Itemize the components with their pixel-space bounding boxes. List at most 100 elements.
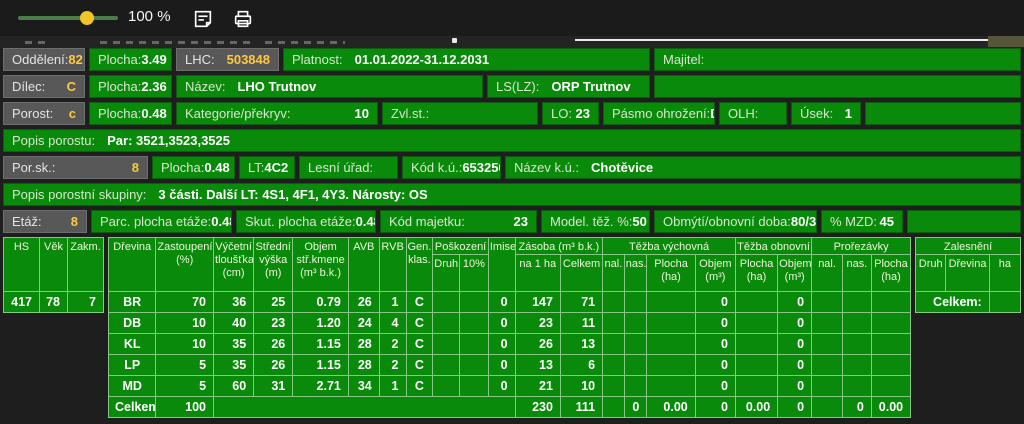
col-zal-ha: ha — [988, 254, 1022, 292]
field-oddeleni[interactable]: Oddělení: 82 — [3, 48, 85, 71]
form-row-6: Popis porostní skupiny: 3 části. Další L… — [3, 183, 1021, 206]
cell — [623, 291, 648, 313]
form-row-1: Oddělení: 82 Plocha: 3.49 LHC: 503848 Pl… — [3, 48, 1021, 71]
zoom-slider-thumb[interactable] — [80, 11, 94, 25]
cell: 0 — [623, 396, 648, 418]
field-porost[interactable]: Porost: c — [3, 102, 85, 125]
cell: 71 — [559, 291, 604, 313]
cell — [646, 291, 696, 313]
cell — [459, 354, 489, 376]
field-label: LT: — [248, 160, 265, 175]
field-label: Etáž: — [12, 214, 42, 229]
cell: 0 — [777, 291, 813, 313]
field-value: Par: 3521,3523,3525 — [107, 133, 230, 148]
cell: 23 — [253, 312, 294, 334]
col-na1ha: na 1 ha — [514, 254, 561, 292]
field-plocha-porsk: Plocha: 0.48 — [152, 156, 235, 179]
col-tloustka: Výčetní tloušťka (cm) — [213, 237, 255, 292]
toolbar: 100 % — [0, 0, 1024, 36]
field-value: 4C2 — [264, 160, 289, 175]
col-to-objem: Objem (m³) — [777, 254, 813, 292]
field-label: Plocha: — [98, 52, 142, 67]
field-value: 0.48 — [211, 214, 231, 229]
table-row[interactable]: LP 5 35 26 1.15 28 2 C 0 13 6 0 — [107, 354, 912, 376]
cell: 34 — [347, 375, 380, 397]
cell: 0 — [694, 396, 736, 418]
field-lhc[interactable]: LHC: 503848 — [176, 48, 279, 71]
table-row[interactable]: BR 70 36 25 0.79 26 1 C 0 147 71 0 — [107, 291, 912, 313]
group-zalesneni: Zalesnění — [915, 237, 1021, 255]
table-row[interactable]: KL 10 35 26 1.15 28 2 C 0 26 13 0 — [107, 333, 912, 355]
cell: 0 — [694, 291, 736, 313]
cell — [623, 312, 648, 334]
field-value: 8 — [131, 160, 139, 175]
cell: 0 — [842, 396, 872, 418]
cell: 0 — [694, 375, 736, 397]
clipped-text-fragment — [265, 41, 345, 44]
field-label: Obmýtí/obnovní doba: — [663, 214, 791, 229]
field-label: Skut. plocha etáže: — [245, 214, 356, 229]
cell: 0 — [777, 354, 813, 376]
field-plocha-dilec: Plocha: 2.36 — [89, 75, 172, 98]
field-majitel: Majitel: — [654, 48, 1021, 71]
cell: 111 — [559, 396, 604, 418]
map-preview-fragment — [988, 36, 1024, 47]
cell: C — [405, 312, 434, 334]
cell — [811, 312, 843, 334]
cell: C — [405, 354, 434, 376]
cell: 0 — [694, 354, 736, 376]
field-value: Chotěvice — [591, 160, 654, 175]
field-popis-skupiny: Popis porostní skupiny: 3 části. Další L… — [3, 183, 1021, 206]
field-label: Oddělení: — [12, 52, 69, 67]
cell — [842, 375, 872, 397]
cell — [734, 333, 779, 355]
cell: 147 — [514, 291, 561, 313]
cell-vek: 78 — [39, 291, 68, 313]
cell: 35 — [213, 333, 255, 355]
cell: 10 — [155, 333, 215, 355]
cell: 13 — [514, 354, 561, 376]
field-label: Plocha: — [98, 106, 142, 121]
cell — [870, 333, 912, 355]
cell — [602, 291, 625, 313]
cell — [459, 291, 489, 313]
cell: 2 — [378, 354, 407, 376]
table-row[interactable]: MD 5 60 31 2.71 34 1 C 0 21 10 0 — [107, 375, 912, 397]
cell: 1 — [378, 291, 407, 313]
cell: 28 — [347, 354, 380, 376]
col-zal-drevina: Dřevina — [945, 254, 990, 292]
zoom-slider[interactable] — [18, 11, 118, 25]
field-value: 2.36 — [141, 79, 167, 94]
clipped-line — [575, 39, 1015, 41]
print-button[interactable] — [226, 6, 260, 32]
field-label: Parc. plocha etáže: — [100, 214, 212, 229]
cell — [734, 291, 779, 313]
cell-total-label: Celkem: — [915, 291, 990, 313]
cell — [432, 354, 461, 376]
notes-button[interactable] — [186, 6, 220, 32]
field-label: Plocha: — [161, 160, 205, 175]
table-row[interactable]: 417 78 7 — [3, 291, 104, 313]
field-value: 8 — [70, 214, 78, 229]
field-porsk[interactable]: Por.sk.: 8 — [3, 156, 148, 179]
cell — [870, 354, 912, 376]
form-row-3: Porost: c Plocha: 0.48 Kategorie/překryv… — [3, 102, 1021, 125]
cell — [432, 312, 461, 334]
field-etaz[interactable]: Etáž: 8 — [3, 210, 87, 233]
cell: DB — [107, 312, 157, 334]
table-row[interactable]: DB 10 40 23 1.20 24 4 C 0 23 11 0 — [107, 312, 912, 334]
col-vek: Věk — [39, 237, 68, 292]
cell — [842, 333, 872, 355]
cell: 70 — [155, 291, 215, 313]
cell: 0.79 — [292, 291, 349, 313]
field-kod-ku: Kód k.ú.: 653250 — [402, 156, 501, 179]
field-value: 50 — [632, 214, 647, 229]
cell: 28 — [347, 333, 380, 355]
col-p-nal: nal. — [811, 254, 843, 292]
field-label: Název: — [185, 79, 226, 94]
field-label: Model. těž. %: — [550, 214, 633, 229]
field-value: C — [66, 79, 76, 94]
field-dilec[interactable]: Dílec: C — [3, 75, 85, 98]
cell — [623, 354, 648, 376]
cell — [459, 333, 489, 355]
